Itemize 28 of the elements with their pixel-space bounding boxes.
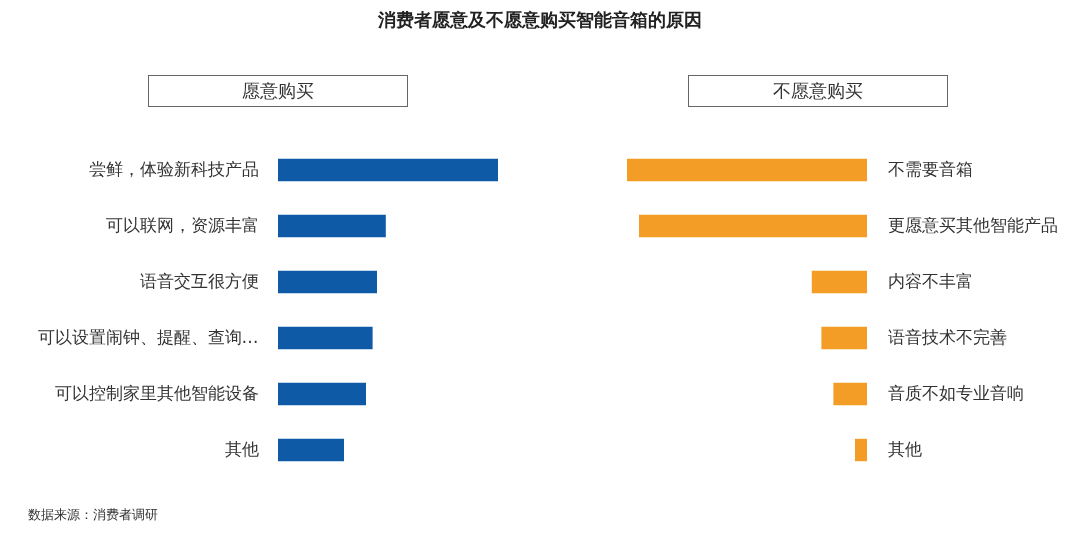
bar [821,326,867,350]
bar [639,214,867,238]
bar [855,438,867,462]
y-tick-label: 可以控制家里其他智能设备 [54,383,259,403]
y-tick-label: 语音交互很方便 [139,271,259,291]
y-tick-label: 更愿意买其他智能产品 [887,215,1058,235]
text: 消费者愿意及不愿意购买智能音箱的原因 [377,8,703,32]
bar [278,158,498,182]
y-tick-label: 内容不丰富 [887,271,973,291]
bar [627,158,867,182]
chart-subtitle: 不愿意购买 [688,75,948,107]
bar [811,270,867,294]
y-tick-label: 其他 [224,439,259,459]
y-tick-label: 可以设置闹钟、提醒、查询… [37,327,259,347]
source-note: 数据来源：消费者调研 [28,506,158,524]
y-tick-label: 尝鲜，体验新科技产品 [88,159,259,179]
bar [278,438,344,462]
bar [278,382,366,406]
bar [278,326,373,350]
bar [278,270,377,294]
y-tick-label: 可以联网，资源丰富 [105,215,259,235]
chart-subtitle: 愿意购买 [148,75,408,107]
bar [278,214,386,238]
y-tick-label: 不需要音箱 [887,159,973,179]
y-tick-label: 其他 [887,439,922,459]
y-tick-label: 音质不如专业音响 [887,383,1024,403]
y-tick-label: 语音技术不完善 [887,327,1007,347]
bar [833,382,867,406]
